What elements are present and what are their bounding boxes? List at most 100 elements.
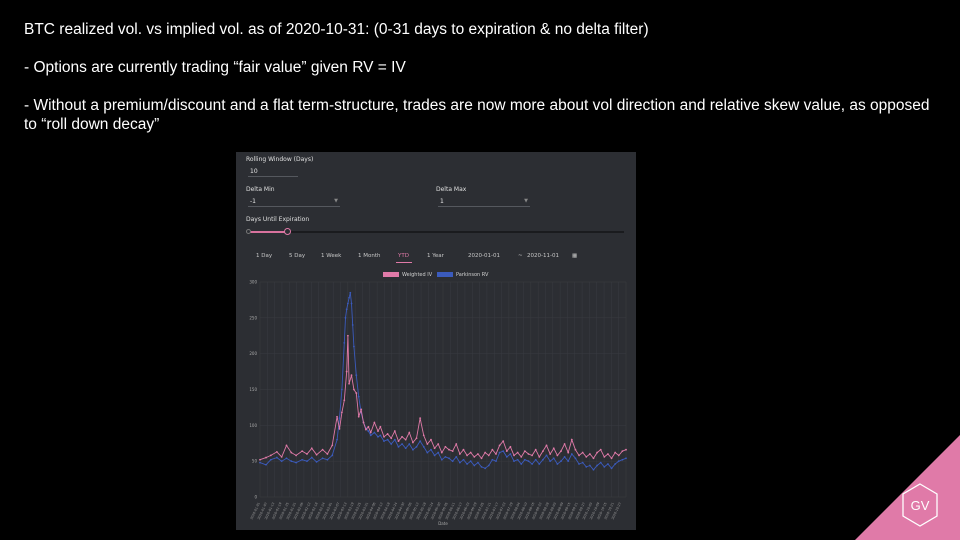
point-parkinson-rv xyxy=(473,464,476,467)
point-parkinson-rv xyxy=(349,291,352,294)
x-tick-label: 2020-04-18 xyxy=(379,502,390,520)
expiration-slider-track[interactable] xyxy=(248,231,624,233)
x-tick-label: 2020-06-11 xyxy=(444,502,455,520)
bullet-fair-value: - Options are currently trading “fair va… xyxy=(24,59,406,76)
point-weighted-iv xyxy=(487,454,490,457)
point-parkinson-rv xyxy=(377,435,379,438)
point-parkinson-rv xyxy=(563,455,566,458)
point-parkinson-rv xyxy=(269,458,272,461)
series-line-weighted-iv xyxy=(259,335,627,461)
x-axis-label: Date xyxy=(438,521,448,526)
chevron-down-icon: ▼ xyxy=(524,198,528,204)
rolling-window-label: Rolling Window (Days) xyxy=(246,156,314,163)
x-tick-label: 2020-03-19 xyxy=(343,502,354,520)
x-tick-label: 2020-07-17 xyxy=(488,502,499,520)
point-parkinson-rv xyxy=(513,460,515,463)
point-weighted-iv xyxy=(345,370,348,373)
range-1-year[interactable]: 1 Year xyxy=(427,253,444,259)
expiration-slider-min-handle[interactable] xyxy=(246,229,251,234)
point-parkinson-rv xyxy=(599,461,602,464)
point-parkinson-rv xyxy=(538,463,541,465)
point-parkinson-rv xyxy=(357,395,360,398)
point-parkinson-rv xyxy=(369,434,372,437)
x-tick-label: 2020-05-06 xyxy=(401,502,412,520)
legend-weighted-iv[interactable]: Weighted IV xyxy=(383,272,432,278)
point-weighted-iv xyxy=(538,455,541,458)
delta-min-select[interactable]: -1 ▼ xyxy=(248,196,340,207)
calendar-icon[interactable]: ▦ xyxy=(572,253,578,259)
point-weighted-iv xyxy=(426,443,429,445)
point-weighted-iv xyxy=(265,456,267,459)
point-weighted-iv xyxy=(331,444,334,447)
point-parkinson-rv xyxy=(592,468,595,471)
point-weighted-iv xyxy=(348,382,350,385)
x-tick-label: 2020-07-11 xyxy=(481,502,492,520)
legend-swatch-parkinson-rv xyxy=(437,272,453,277)
point-parkinson-rv xyxy=(390,443,393,445)
legend-parkinson-rv[interactable]: Parkinson RV xyxy=(437,272,488,278)
point-parkinson-rv xyxy=(556,463,559,465)
x-tick-label: 2020-03-25 xyxy=(351,502,362,520)
point-weighted-iv xyxy=(617,454,620,457)
point-weighted-iv xyxy=(338,428,341,430)
point-weighted-iv xyxy=(350,374,353,377)
x-tick-label: 2020-08-10 xyxy=(517,502,528,520)
point-parkinson-rv xyxy=(433,454,436,457)
point-parkinson-rv xyxy=(430,448,432,451)
point-weighted-iv xyxy=(581,451,584,454)
point-weighted-iv xyxy=(259,458,261,461)
delta-min-value: -1 xyxy=(250,198,256,205)
rolling-window-input[interactable]: 10 xyxy=(248,166,298,177)
delta-max-select[interactable]: 1 ▼ xyxy=(438,196,530,207)
point-parkinson-rv xyxy=(520,463,523,465)
point-parkinson-rv xyxy=(373,431,376,434)
x-tick-label: 2020-03-13 xyxy=(336,502,347,520)
range-1-day[interactable]: 1 Day xyxy=(256,253,273,259)
point-parkinson-rv xyxy=(462,458,465,461)
point-parkinson-rv xyxy=(353,345,355,348)
point-weighted-iv xyxy=(365,428,367,431)
x-tick-label: 2020-07-23 xyxy=(495,502,506,520)
point-parkinson-rv xyxy=(331,454,334,457)
point-parkinson-rv xyxy=(344,316,347,319)
legend-swatch-weighted-iv xyxy=(383,272,399,277)
point-weighted-iv xyxy=(437,443,440,445)
point-weighted-iv xyxy=(422,434,425,437)
end-date-input[interactable]: 2020-11-01 xyxy=(527,253,559,259)
point-parkinson-rv xyxy=(426,451,429,454)
x-tick-label: 2020-04-12 xyxy=(372,502,383,520)
point-parkinson-rv xyxy=(617,460,620,463)
point-parkinson-rv xyxy=(280,460,283,463)
point-weighted-iv xyxy=(401,435,403,438)
range-5-day[interactable]: 5 Day xyxy=(289,253,306,259)
point-weighted-iv xyxy=(355,392,358,394)
dashboard-screenshot: Rolling Window (Days) 10 Delta Min -1 ▼ … xyxy=(236,152,636,530)
range-ytd[interactable]: YTD xyxy=(398,253,409,259)
point-weighted-iv xyxy=(451,450,454,453)
point-weighted-iv xyxy=(570,438,573,441)
point-weighted-iv xyxy=(513,454,515,457)
x-tick-label: 2020-06-17 xyxy=(452,502,463,520)
range-1-week[interactable]: 1 Week xyxy=(321,253,342,259)
start-date-input[interactable]: 2020-01-01 xyxy=(468,253,500,259)
point-parkinson-rv xyxy=(484,467,487,470)
point-parkinson-rv xyxy=(345,308,348,311)
x-tick-label: 2020-02-18 xyxy=(307,502,318,520)
point-parkinson-rv xyxy=(326,458,329,461)
point-weighted-iv xyxy=(534,448,537,451)
point-weighted-iv xyxy=(567,451,570,454)
point-parkinson-rv xyxy=(545,454,548,457)
point-weighted-iv xyxy=(563,443,566,445)
point-weighted-iv xyxy=(462,448,465,451)
x-tick-label: 2020-08-22 xyxy=(531,502,542,520)
point-weighted-iv xyxy=(295,454,298,457)
point-parkinson-rv xyxy=(588,464,591,467)
point-weighted-iv xyxy=(527,453,530,455)
range-1-month[interactable]: 1 Month xyxy=(358,253,381,259)
point-weighted-iv xyxy=(383,435,385,438)
point-parkinson-rv xyxy=(379,434,382,437)
expiration-slider-max-handle[interactable] xyxy=(284,228,291,235)
x-tick-label: 2020-01-07 xyxy=(257,502,268,520)
point-parkinson-rv xyxy=(367,430,370,432)
